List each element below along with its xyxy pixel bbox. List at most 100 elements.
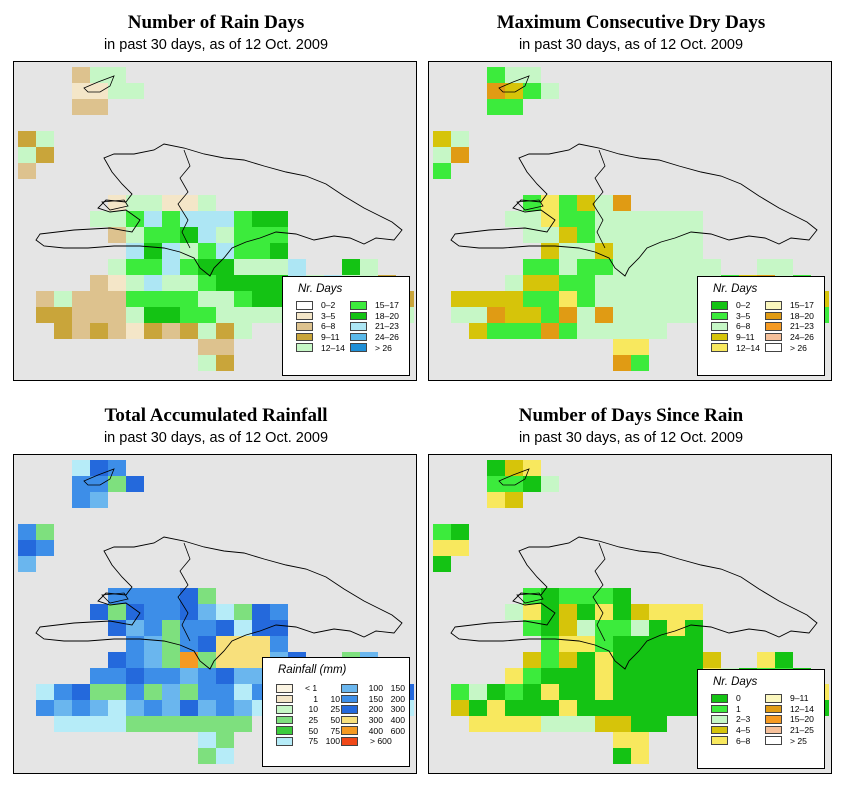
grid-cell: [685, 211, 703, 227]
legend-item: > 600: [341, 736, 405, 747]
grid-cell: [198, 355, 216, 371]
grid-cell: [613, 355, 631, 371]
grid-cell: [108, 291, 126, 307]
grid-cell: [541, 307, 559, 323]
grid-cell: [162, 604, 180, 620]
grid-cell: [90, 275, 108, 291]
grid-cell: [216, 307, 234, 323]
legend-item: 12–14: [765, 704, 814, 715]
legend-range-low: 25: [308, 715, 318, 726]
grid-cell: [613, 323, 631, 339]
grid-cell: [180, 684, 198, 700]
grid-cell: [36, 684, 54, 700]
grid-cell: [559, 259, 577, 275]
grid-cell: [667, 275, 685, 291]
grid-cell: [649, 323, 667, 339]
grid-cell: [144, 668, 162, 684]
grid-cell: [523, 652, 541, 668]
grid-cell: [270, 620, 288, 636]
grid-cell: [541, 227, 559, 243]
grid-cell: [108, 652, 126, 668]
grid-cell: [613, 732, 631, 748]
legend-range-high: 50: [330, 715, 340, 726]
legend-range-low: 150: [368, 693, 383, 704]
grid-cell: [649, 291, 667, 307]
grid-cell: [631, 227, 649, 243]
grid-cell: [649, 636, 667, 652]
grid-cell: [180, 227, 198, 243]
grid-cell: [559, 227, 577, 243]
grid-cell: [541, 83, 559, 99]
grid-cell: [595, 716, 613, 732]
legend: Rainfall (mm) < 1 1 10 10 25 25 50 50 75 75 100 10…: [262, 657, 410, 767]
grid-cell: [180, 275, 198, 291]
legend-label: 2–3: [736, 714, 751, 725]
grid-cell: [54, 684, 72, 700]
legend-swatch: [765, 725, 782, 735]
grid-cell: [180, 211, 198, 227]
grid-cell: [451, 700, 469, 716]
grid-cell: [685, 620, 703, 636]
grid-cell: [775, 652, 793, 668]
legend-range-high: 100: [325, 736, 340, 747]
grid-cell: [505, 83, 523, 99]
grid-cell: [144, 636, 162, 652]
legend-label: 24–26: [790, 332, 814, 343]
dry-days-map: Nr. Days 0–2 3–5 6–8 9–11 12–14 15–17 18–20 21…: [428, 61, 832, 381]
grid-cell: [649, 716, 667, 732]
grid-cell: [180, 259, 198, 275]
grid-cell: [72, 67, 90, 83]
grid-cell: [234, 307, 252, 323]
legend-swatch: [341, 726, 358, 735]
grid-cell: [541, 604, 559, 620]
legend-swatch: [711, 332, 728, 342]
legend-swatch: [765, 715, 782, 724]
grid-cell: [451, 131, 469, 147]
grid-cell: [198, 323, 216, 339]
grid-cell: [523, 716, 541, 732]
grid-cell: [36, 131, 54, 147]
grid-cell: [559, 684, 577, 700]
grid-cell: [18, 524, 36, 540]
grid-cell: [685, 652, 703, 668]
legend-item: > 26: [765, 342, 814, 353]
grid-cell: [595, 588, 613, 604]
grid-cell: [649, 652, 667, 668]
grid-cell: [126, 588, 144, 604]
grid-cell: [36, 307, 54, 323]
legend-range-low: 200: [368, 704, 383, 715]
grid-cell: [595, 652, 613, 668]
grid-cell: [234, 275, 252, 291]
grid-cell: [90, 460, 108, 476]
grid-cell: [541, 211, 559, 227]
legend-label: 12–14: [790, 703, 814, 714]
grid-cell: [162, 588, 180, 604]
legend-swatch: [296, 332, 313, 342]
legend-range-high: 600: [390, 725, 405, 736]
legend-swatch: [765, 332, 782, 342]
grid-cell: [757, 259, 775, 275]
grid-cell: [505, 323, 523, 339]
grid-cell: [631, 652, 649, 668]
legend-label: 24–26: [375, 332, 399, 343]
grid-cell: [126, 195, 144, 211]
legend-item: 6–8: [296, 321, 345, 332]
legend-title: Nr. Days: [713, 676, 758, 688]
grid-cell: [126, 684, 144, 700]
grid-cell: [90, 67, 108, 83]
grid-cell: [180, 604, 198, 620]
grid-cell: [559, 275, 577, 291]
legend-label: 15–20: [790, 714, 814, 725]
grid-cell: [469, 291, 487, 307]
grid-cell: [541, 275, 559, 291]
grid-cell: [685, 259, 703, 275]
grid-cell: [198, 604, 216, 620]
grid-cell: [595, 620, 613, 636]
grid-cell: [162, 227, 180, 243]
grid-cell: [72, 99, 90, 115]
grid-cell: [18, 147, 36, 163]
grid-cell: [270, 211, 288, 227]
grid-cell: [577, 275, 595, 291]
grid-cell: [451, 524, 469, 540]
grid-cell: [505, 716, 523, 732]
